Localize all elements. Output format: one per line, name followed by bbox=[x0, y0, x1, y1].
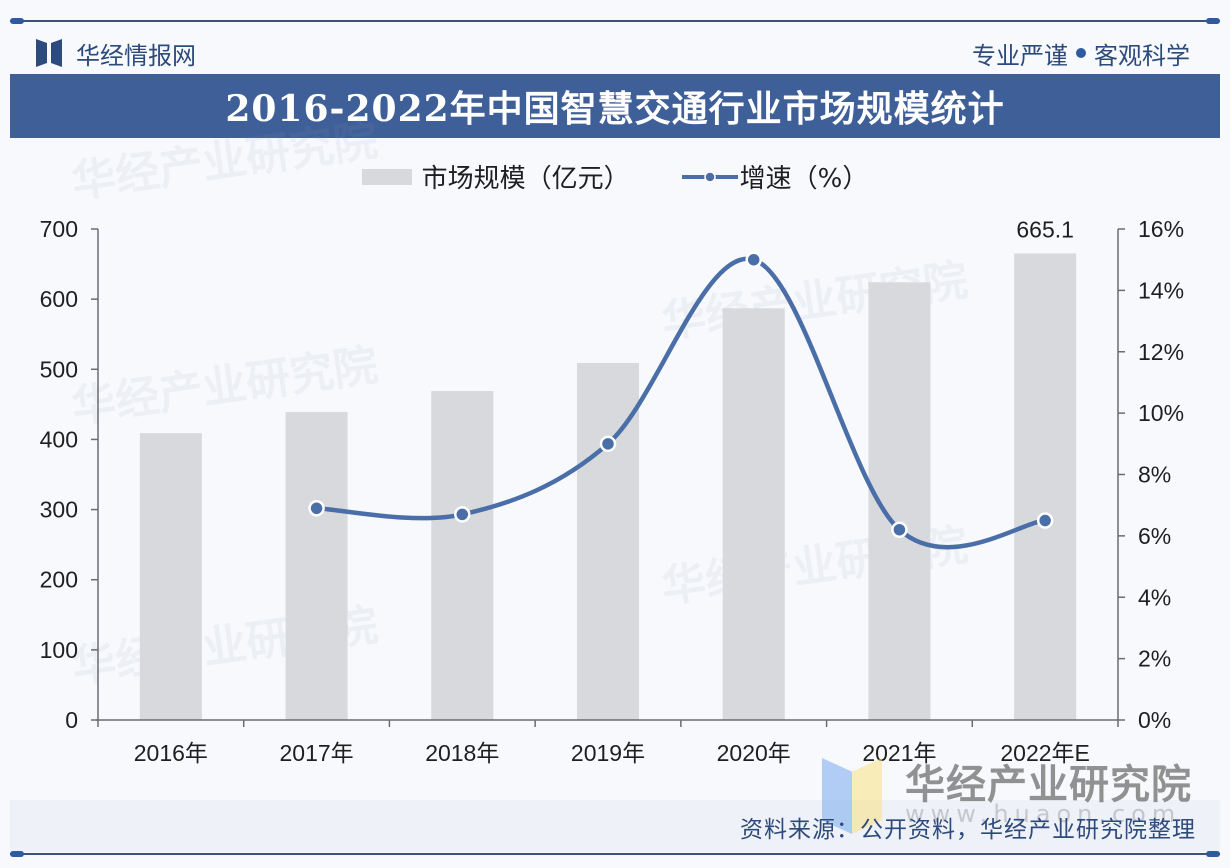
growth-rate-marker bbox=[891, 521, 908, 538]
bar-2018年 bbox=[431, 391, 494, 720]
bar-swatch-icon bbox=[361, 168, 412, 185]
right-axis-tick-label: 10% bbox=[1138, 400, 1184, 426]
bar-2016年 bbox=[139, 433, 202, 720]
legend-item-market-size: 市场规模（亿元） bbox=[361, 158, 630, 195]
x-axis-tick-label: 2020年 bbox=[717, 740, 791, 766]
x-axis-tick-label: 2017年 bbox=[279, 740, 353, 766]
right-axis-tick-label: 2% bbox=[1138, 646, 1171, 672]
slogan: 专业严谨 客观科学 bbox=[972, 36, 1190, 70]
brand-name: 华经情报网 bbox=[76, 41, 196, 70]
x-axis-tick-label: 2022年E bbox=[1000, 740, 1090, 766]
slogan-right: 客观科学 bbox=[1094, 41, 1190, 70]
right-axis-tick-label: 12% bbox=[1138, 339, 1184, 365]
left-axis-tick-label: 500 bbox=[40, 356, 78, 382]
legend-item-growth: 增速（%） bbox=[681, 158, 869, 195]
bullet-dot-icon bbox=[1076, 48, 1086, 58]
right-axis-tick-label: 16% bbox=[1138, 216, 1184, 242]
left-axis-tick-label: 100 bbox=[40, 637, 78, 663]
left-axis-tick-label: 400 bbox=[40, 426, 78, 452]
chart-title: 2016-2022年中国智慧交通行业市场规模统计 bbox=[225, 88, 1005, 130]
right-axis-tick-label: 0% bbox=[1138, 707, 1171, 733]
top-frame-line bbox=[10, 20, 1220, 22]
x-axis-tick-label: 2019年 bbox=[571, 740, 645, 766]
right-axis-tick-label: 8% bbox=[1138, 462, 1171, 488]
watermark-url: www.huaon.com bbox=[905, 800, 1182, 828]
right-axis-tick-label: 6% bbox=[1138, 523, 1171, 549]
left-axis-tick-label: 0 bbox=[65, 707, 78, 733]
frame-cap bbox=[10, 851, 24, 857]
growth-rate-line bbox=[314, 256, 1048, 550]
frame-cap bbox=[1206, 18, 1220, 24]
left-axis-tick-label: 200 bbox=[40, 567, 78, 593]
frame-cap bbox=[1206, 851, 1220, 857]
source-note: 资料来源：公开资料，华经产业研究院整理 bbox=[740, 817, 1196, 843]
left-axis-tick-label: 700 bbox=[40, 216, 78, 242]
x-axis-tick-label: 2018年 bbox=[425, 740, 499, 766]
left-axis-tick-label: 600 bbox=[40, 286, 78, 312]
growth-rate-marker bbox=[454, 506, 471, 523]
bar-2017年 bbox=[285, 412, 348, 720]
data-label: 665.1 bbox=[1016, 216, 1074, 242]
bottom-frame-line bbox=[10, 853, 1220, 855]
source-band bbox=[10, 800, 1220, 852]
growth-rate-marker bbox=[308, 500, 325, 517]
legend-label-market-size: 市场规模（亿元） bbox=[421, 164, 630, 194]
line-marker-swatch-icon bbox=[681, 170, 738, 183]
right-axis-tick-label: 14% bbox=[1138, 277, 1184, 303]
watermark-brand: 华经产业研究院 bbox=[905, 762, 1192, 808]
chart-legend: 市场规模（亿元） 增速（%） bbox=[0, 158, 1230, 195]
brand-logo-icon bbox=[36, 39, 62, 67]
brand: 华经情报网 bbox=[36, 36, 196, 70]
legend-label-growth: 增速（%） bbox=[739, 164, 869, 194]
growth-rate-marker bbox=[1036, 512, 1054, 529]
left-axis-tick-label: 300 bbox=[40, 497, 78, 523]
x-axis-tick-label: 2016年 bbox=[134, 740, 208, 766]
chart-title-bar: 2016-2022年中国智慧交通行业市场规模统计 bbox=[10, 74, 1220, 138]
slogan-left: 专业严谨 bbox=[972, 41, 1068, 70]
bar-2022年E bbox=[1014, 253, 1077, 720]
growth-rate-marker bbox=[745, 251, 762, 268]
growth-rate-marker bbox=[599, 435, 617, 453]
right-axis-tick-label: 4% bbox=[1138, 584, 1171, 610]
watermark-logo-icon bbox=[822, 758, 892, 834]
frame-cap bbox=[10, 18, 24, 24]
bar-2020年 bbox=[722, 308, 785, 720]
